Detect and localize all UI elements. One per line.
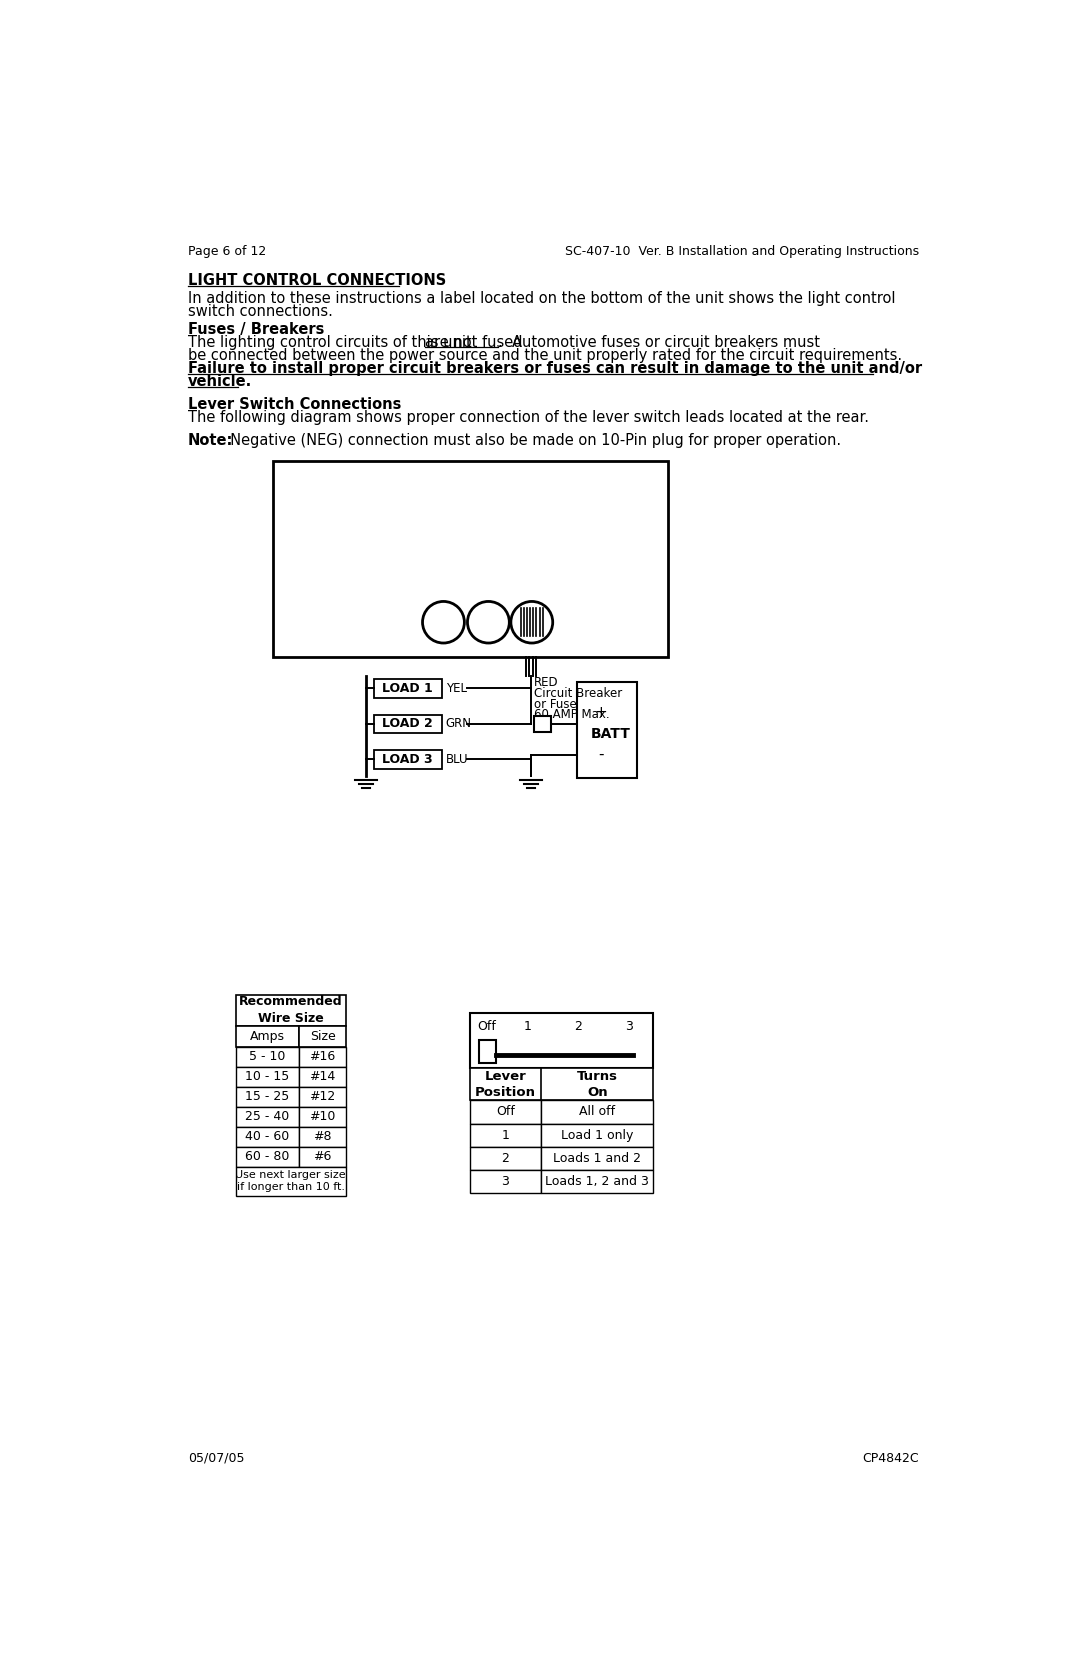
Text: LIGHT CONTROL CONNECTIONS: LIGHT CONTROL CONNECTIONS: [188, 274, 446, 289]
Text: The following diagram shows proper connection of the lever switch leads located : The following diagram shows proper conne…: [188, 411, 868, 426]
Bar: [299, 1127, 346, 1147]
Text: Recommended
Wire Size: Recommended Wire Size: [239, 995, 342, 1025]
Bar: [480, 1040, 496, 1063]
Text: Note:: Note:: [188, 432, 233, 447]
Text: GRN: GRN: [446, 718, 472, 731]
Text: #10: #10: [309, 1110, 336, 1123]
Bar: [235, 1087, 299, 1107]
Text: Fuses / Breakers: Fuses / Breakers: [188, 322, 324, 337]
Text: RED: RED: [535, 676, 558, 689]
Circle shape: [511, 601, 553, 643]
Bar: [535, 716, 551, 731]
Bar: [299, 1087, 346, 1107]
Text: In addition to these instructions a label located on the bottom of the unit show: In addition to these instructions a labe…: [188, 290, 895, 305]
Bar: [577, 681, 637, 778]
Text: 1: 1: [524, 1020, 531, 1033]
Bar: [541, 1170, 653, 1193]
Text: Off: Off: [496, 1105, 515, 1118]
Text: #12: #12: [310, 1090, 336, 1103]
Bar: [374, 679, 442, 698]
Bar: [273, 461, 669, 658]
Text: vehicle.: vehicle.: [188, 374, 252, 389]
Text: 25 - 40: 25 - 40: [245, 1110, 289, 1123]
Bar: [374, 749, 442, 768]
Bar: [470, 1013, 653, 1068]
Circle shape: [468, 601, 510, 643]
Text: 10 - 15: 10 - 15: [245, 1070, 289, 1083]
Text: 1: 1: [501, 1128, 510, 1142]
Text: -: -: [598, 748, 604, 763]
Text: All off: All off: [579, 1105, 616, 1118]
Text: 2: 2: [501, 1152, 510, 1165]
Text: SC-407-10  Ver. B Installation and Operating Instructions: SC-407-10 Ver. B Installation and Operat…: [565, 245, 919, 259]
Bar: [235, 1107, 299, 1127]
Text: Circuit Breaker: Circuit Breaker: [535, 688, 622, 699]
Bar: [541, 1123, 653, 1147]
Bar: [470, 1100, 541, 1123]
Bar: [299, 1026, 346, 1046]
Text: be connected between the power source and the unit properly rated for the circui: be connected between the power source an…: [188, 349, 902, 364]
Bar: [235, 1046, 299, 1066]
Text: LOAD 2: LOAD 2: [382, 718, 433, 731]
Text: Lever
Position: Lever Position: [475, 1070, 536, 1098]
Text: are not fused: are not fused: [424, 335, 523, 350]
Bar: [470, 1170, 541, 1193]
Text: Lever Switch Connections: Lever Switch Connections: [188, 397, 401, 412]
Text: Amps: Amps: [251, 1030, 285, 1043]
Text: 5 - 10: 5 - 10: [249, 1050, 286, 1063]
Text: or Fuse: or Fuse: [535, 698, 577, 711]
Text: #16: #16: [310, 1050, 336, 1063]
Bar: [235, 1127, 299, 1147]
Bar: [235, 1167, 346, 1197]
Text: LOAD 3: LOAD 3: [382, 753, 433, 766]
Text: Use next larger size
if longer than 10 ft.: Use next larger size if longer than 10 f…: [235, 1170, 346, 1192]
Circle shape: [422, 601, 464, 643]
Bar: [235, 995, 346, 1026]
Text: +: +: [594, 704, 607, 719]
Text: 3: 3: [501, 1175, 510, 1188]
Bar: [541, 1147, 653, 1170]
Text: #8: #8: [313, 1130, 332, 1143]
Bar: [235, 1147, 299, 1167]
Bar: [470, 1147, 541, 1170]
Text: Negative (NEG) connection must also be made on 10-Pin plug for proper operation.: Negative (NEG) connection must also be m…: [221, 432, 841, 447]
Text: Page 6 of 12: Page 6 of 12: [188, 245, 266, 259]
Text: 60 AMP Max.: 60 AMP Max.: [535, 708, 610, 721]
Text: #6: #6: [313, 1150, 332, 1163]
Bar: [299, 1107, 346, 1127]
Bar: [541, 1100, 653, 1123]
Text: Off: Off: [477, 1020, 497, 1033]
Text: 05/07/05: 05/07/05: [188, 1452, 244, 1464]
Text: 2: 2: [575, 1020, 582, 1033]
Text: 15 - 25: 15 - 25: [245, 1090, 289, 1103]
Text: switch connections.: switch connections.: [188, 304, 333, 319]
Text: Failure to install proper circuit breakers or fuses can result in damage to the : Failure to install proper circuit breake…: [188, 361, 922, 376]
Text: Size: Size: [310, 1030, 336, 1043]
Text: BLU: BLU: [446, 753, 469, 766]
Bar: [374, 714, 442, 733]
Text: Loads 1 and 2: Loads 1 and 2: [553, 1152, 642, 1165]
Text: CP4842C: CP4842C: [863, 1452, 919, 1464]
Text: LOAD 1: LOAD 1: [382, 683, 433, 694]
Text: 60 - 80: 60 - 80: [245, 1150, 289, 1163]
Text: Turns
On: Turns On: [577, 1070, 618, 1098]
Bar: [299, 1066, 346, 1087]
Text: YEL: YEL: [446, 683, 467, 694]
Text: BATT: BATT: [591, 728, 631, 741]
Text: 40 - 60: 40 - 60: [245, 1130, 289, 1143]
Bar: [299, 1147, 346, 1167]
Text: The lighting control circuits of this unit: The lighting control circuits of this un…: [188, 335, 476, 350]
Text: Load 1 only: Load 1 only: [562, 1128, 634, 1142]
Text: 3: 3: [624, 1020, 633, 1033]
Bar: [299, 1046, 346, 1066]
Bar: [470, 1123, 541, 1147]
Text: Loads 1, 2 and 3: Loads 1, 2 and 3: [545, 1175, 649, 1188]
Text: #14: #14: [310, 1070, 336, 1083]
Bar: [470, 1068, 653, 1100]
Text: .  Automotive fuses or circuit breakers must: . Automotive fuses or circuit breakers m…: [499, 335, 821, 350]
Bar: [235, 1066, 299, 1087]
Bar: [235, 1026, 299, 1046]
